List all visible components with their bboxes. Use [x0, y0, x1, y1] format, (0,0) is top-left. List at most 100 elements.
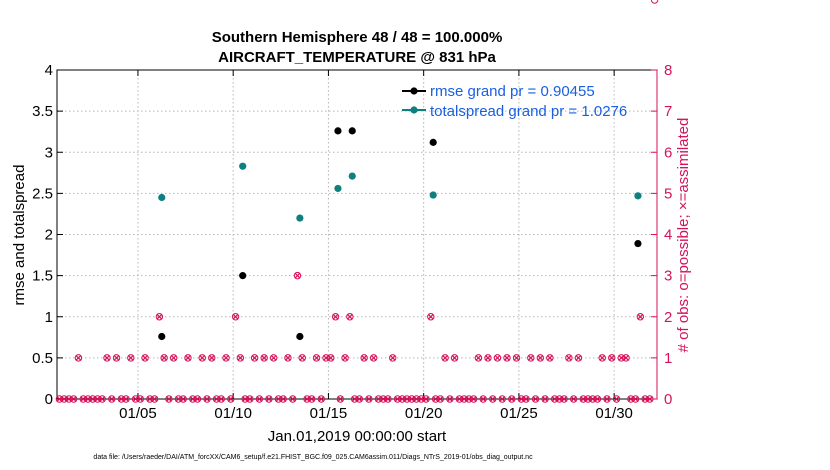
obs-assimilated-marker [308, 395, 315, 403]
obs-assimilated-marker [613, 395, 620, 403]
obs-possible-marker [293, 271, 302, 280]
obs-possible-marker [231, 313, 240, 321]
obs-count-point [69, 395, 78, 403]
obs-assimilated-marker [327, 354, 334, 361]
obs-possible-marker [74, 354, 83, 362]
x-tick-label: 01/20 [405, 405, 443, 422]
obs-possible-marker [179, 395, 187, 403]
obs-assimilated-marker [156, 313, 163, 320]
obs-assimilated-marker [603, 395, 611, 403]
obs-assimilated-marker [499, 395, 506, 403]
obs-possible-marker [355, 395, 364, 403]
obs-count-point [603, 395, 611, 403]
obs-count-point [103, 354, 111, 362]
obs-count-point [608, 354, 616, 362]
obs-count-point [474, 354, 483, 362]
obs-assimilated-marker [103, 354, 111, 361]
obs-count-point [503, 354, 511, 362]
obs-possible-marker [127, 354, 135, 362]
obs-possible-marker [65, 395, 73, 403]
obs-possible-marker [436, 395, 445, 403]
obs-possible-marker [484, 354, 492, 362]
obs-assimilated-marker [446, 395, 453, 403]
obs-count-point [217, 395, 225, 403]
obs-possible-marker [317, 395, 325, 403]
obs-possible-marker [55, 395, 64, 403]
obs-count-point [469, 395, 478, 403]
obs-count-point [527, 354, 535, 362]
obs-assimilated-marker [632, 395, 639, 403]
obs-possible-marker [89, 395, 97, 403]
obs-possible-marker [117, 395, 125, 403]
obs-count-point [312, 354, 321, 362]
obs-possible-marker [503, 354, 511, 362]
obs-count-point [622, 354, 630, 362]
obs-possible-marker [108, 395, 116, 403]
rmse-point [239, 272, 247, 280]
right-tick-label: 0 [664, 391, 672, 408]
obs-assimilated-marker [546, 354, 553, 361]
obs-possible-marker [103, 354, 111, 362]
left-tick-label: 1.5 [32, 268, 53, 285]
obs-assimilated-marker [184, 354, 191, 361]
obs-possible-marker [465, 395, 473, 403]
obs-count-point [236, 354, 245, 362]
obs-assimilated-marker [423, 395, 430, 403]
totalspread-point [334, 184, 342, 193]
obs-assimilated-marker [256, 395, 263, 403]
obs-assimilated-marker [227, 395, 234, 403]
obs-assimilated-marker [203, 395, 211, 403]
obs-possible-marker [331, 313, 340, 321]
obs-possible-marker [389, 354, 397, 362]
obs-count-point [222, 354, 230, 362]
metric-series [158, 127, 642, 341]
obs-count-point [108, 395, 116, 403]
obs-assimilated-marker [470, 395, 477, 403]
obs-assimilated-marker [313, 354, 320, 361]
obs-possible-marker [260, 354, 268, 362]
obs-count-point [308, 395, 316, 403]
obs-assimilated-marker [646, 395, 653, 403]
y-axis-right-label: # of obs: o=possible; ×=assimilated [675, 118, 692, 353]
obs-count-point [479, 395, 487, 403]
obs-count-point [198, 354, 206, 362]
obs-assimilated-marker [561, 395, 568, 403]
obs-assimilated-marker [389, 354, 396, 361]
obs-assimilated-marker [494, 354, 501, 361]
chart-title-line2: AIRCRAFT_TEMPERATURE @ 831 hPa [218, 49, 496, 66]
obs-assimilated-marker [108, 395, 115, 403]
obs-count-point [522, 395, 530, 403]
obs-possible-marker [455, 395, 464, 403]
x-tick-label: 01/05 [119, 405, 157, 422]
obs-count-point [384, 395, 392, 403]
obs-possible-marker [636, 313, 645, 321]
obs-possible-marker [617, 354, 625, 362]
left-tick-label: 0.5 [32, 350, 53, 367]
obs-count-point [541, 395, 549, 403]
obs-assimilated-marker [623, 354, 630, 361]
obs-count-point [631, 395, 640, 403]
obs-possible-marker [379, 395, 387, 403]
obs-possible-marker [308, 395, 316, 403]
left-tick-label: 2 [45, 227, 53, 244]
obs-count-point [331, 313, 340, 321]
obs-assimilated-marker [246, 395, 253, 403]
obs-count-point [336, 395, 345, 403]
obs-possible-marker [641, 395, 649, 403]
obs-possible-marker [450, 354, 459, 362]
obs-count-point [389, 354, 397, 362]
obs-possible-marker [169, 354, 178, 362]
rmse-point [429, 138, 437, 146]
obs-possible-marker [146, 395, 154, 403]
obs-possible-marker [193, 395, 202, 403]
obs-possible-marker [131, 395, 140, 403]
right-axis: 0 1 2 3 4 5 6 7 8 [651, 62, 672, 408]
obs-count-point [574, 354, 583, 362]
obs-assimilated-marker [480, 395, 487, 403]
obs-assimilated-marker [599, 354, 606, 361]
obs-possible-marker [393, 395, 402, 403]
obs-count-series [55, 0, 659, 403]
obs-assimilated-marker [151, 395, 158, 403]
obs-possible-marker [422, 395, 430, 403]
obs-possible-marker [160, 354, 168, 362]
